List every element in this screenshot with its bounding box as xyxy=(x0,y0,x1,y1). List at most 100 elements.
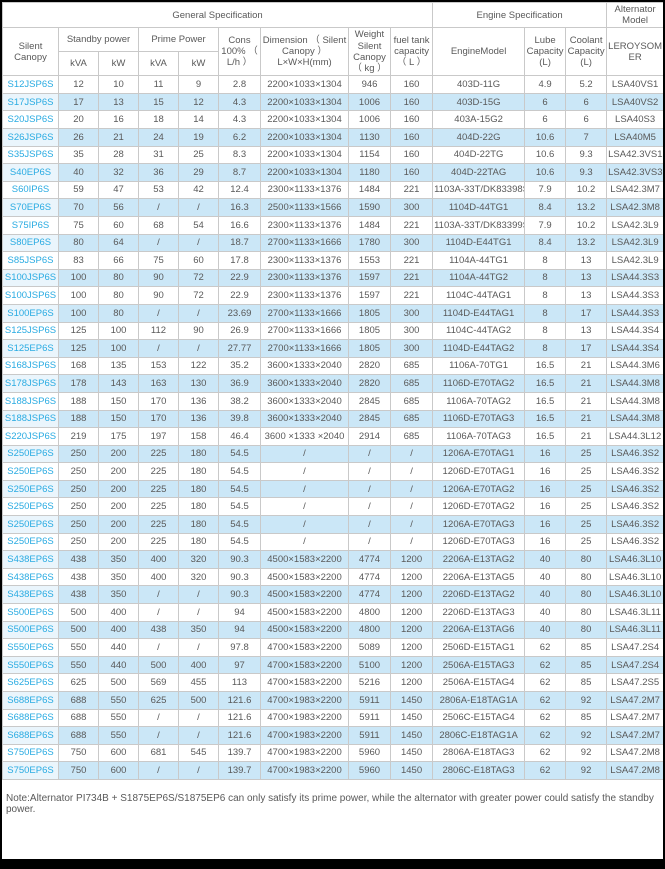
spec-cell: 26.9 xyxy=(218,321,261,341)
spec-cell: / xyxy=(389,462,434,481)
standby-kva-header: kVA xyxy=(58,51,99,77)
model-link[interactable]: S250EP6S xyxy=(2,532,59,552)
model-link[interactable]: S100JSP6S xyxy=(2,268,59,288)
spec-cell: 1104D-E44TAG1 xyxy=(432,303,526,323)
spec-cell: 550 xyxy=(58,638,99,657)
spec-cell: 1106A-70TAG3 xyxy=(432,427,526,446)
spec-cell: 1106D-E70TAG2 xyxy=(432,374,526,393)
spec-cell: 4700×1983×2200 xyxy=(260,726,349,745)
spec-cell: / xyxy=(138,198,179,217)
model-link[interactable]: S250EP6S xyxy=(2,479,59,499)
spec-cell: 170 xyxy=(138,409,179,429)
model-link[interactable]: S688EP6S xyxy=(2,708,59,728)
footnote: Note:Alternator PI734B + S1875EP6S/S1875… xyxy=(6,792,654,815)
model-link[interactable]: S60IP6S xyxy=(2,180,59,200)
model-link[interactable]: S250EP6S xyxy=(2,497,59,517)
spec-cell: 28 xyxy=(98,145,139,165)
spec-cell: 160 xyxy=(389,92,434,112)
spec-cell: 1450 xyxy=(389,726,434,745)
spec-cell: 1104A-44TG1 xyxy=(432,251,526,270)
model-link[interactable]: S40EP6S xyxy=(2,163,59,182)
model-link[interactable]: S688EP6S xyxy=(2,691,59,710)
model-link[interactable]: S500EP6S xyxy=(2,603,59,622)
spec-cell: 1200 xyxy=(389,638,434,657)
spec-cell: 13 xyxy=(565,251,608,270)
spec-cell: 2206A-E13TAG6 xyxy=(432,620,526,640)
spec-cell: 6 xyxy=(565,92,608,112)
model-link[interactable]: S438EP6S xyxy=(2,550,59,569)
model-link[interactable]: S100EP6S xyxy=(2,303,59,323)
spec-cell: 4800 xyxy=(348,620,391,640)
spec-cell: 60 xyxy=(98,215,139,235)
spec-cell: 13 xyxy=(565,268,608,288)
spec-cell: / xyxy=(348,444,391,464)
spec-cell: 35.2 xyxy=(218,356,261,376)
spec-cell: 250 xyxy=(58,444,99,464)
model-link[interactable]: S500EP6S xyxy=(2,620,59,640)
model-link[interactable]: S550EP6S xyxy=(2,655,59,675)
model-link[interactable]: S12JSP6S xyxy=(2,75,59,94)
spec-cell: 13 xyxy=(565,321,608,341)
spec-cell: 80 xyxy=(565,585,608,605)
spec-cell: 3600×1333×2040 xyxy=(260,374,349,393)
model-link[interactable]: S26JSP6S xyxy=(2,128,59,147)
model-link[interactable]: S100JSP6S xyxy=(2,286,59,305)
spec-cell: 180 xyxy=(178,532,219,552)
spec-cell: LSA46.3L10 xyxy=(606,585,663,605)
spec-cell: 100 xyxy=(98,339,139,358)
spec-cell: 29 xyxy=(178,163,219,182)
spec-cell: 4774 xyxy=(348,585,391,605)
model-link[interactable]: S688EP6S xyxy=(2,726,59,745)
spec-cell: 1780 xyxy=(348,233,391,253)
spec-cell: 125 xyxy=(58,339,99,358)
model-link[interactable]: S250EP6S xyxy=(2,444,59,464)
spec-cell: LSA40M5 xyxy=(606,128,663,147)
model-link[interactable]: S250EP6S xyxy=(2,515,59,534)
model-link[interactable]: S168JSP6S xyxy=(2,356,59,376)
spec-cell: 16.3 xyxy=(218,198,261,217)
spec-cell: LSA44.3M8 xyxy=(606,409,663,429)
spec-cell: 97.8 xyxy=(218,638,261,657)
spec-cell: 500 xyxy=(58,603,99,622)
model-link[interactable]: S220JSP6S xyxy=(2,427,59,446)
model-link[interactable]: S750EP6S xyxy=(2,761,59,780)
model-link[interactable]: S188JSP6S xyxy=(2,409,59,429)
spec-cell: 4800 xyxy=(348,603,391,622)
model-link[interactable]: S188JSP6S xyxy=(2,391,59,411)
model-link[interactable]: S125JSP6S xyxy=(2,321,59,341)
spec-cell: 1104C-44TAG2 xyxy=(432,321,526,341)
spec-cell: 40 xyxy=(58,163,99,182)
model-link[interactable]: S70EP6S xyxy=(2,198,59,217)
model-link[interactable]: S17JSP6S xyxy=(2,92,59,112)
table-row: S168JSP6S 168 135 153 122 35.2 3600×1333×2040 2… xyxy=(2,356,663,376)
spec-cell: LSA40S3 xyxy=(606,110,663,129)
model-link[interactable]: S85JSP6S xyxy=(2,251,59,270)
spec-cell: 4.9 xyxy=(524,75,567,94)
spec-cell: / xyxy=(348,532,391,552)
model-link[interactable]: S550EP6S xyxy=(2,638,59,657)
engine-specification-header: Engine Specification xyxy=(432,2,608,29)
model-link[interactable]: S178JSP6S xyxy=(2,374,59,393)
model-link[interactable]: S625EP6S xyxy=(2,673,59,692)
model-link[interactable]: S438EP6S xyxy=(2,585,59,605)
spec-cell: 225 xyxy=(138,479,179,499)
spec-cell: 21 xyxy=(98,128,139,147)
spec-cell: 7.9 xyxy=(524,180,567,200)
model-link[interactable]: S35JSP6S xyxy=(2,145,59,165)
model-link[interactable]: S250EP6S xyxy=(2,462,59,481)
model-link[interactable]: S125EP6S xyxy=(2,339,59,358)
model-link[interactable]: S750EP6S xyxy=(2,743,59,763)
spec-cell: 68 xyxy=(138,215,179,235)
spec-cell: 17 xyxy=(565,303,608,323)
model-link[interactable]: S80EP6S xyxy=(2,233,59,253)
model-link[interactable]: S75IP6S xyxy=(2,215,59,235)
spec-cell: 1106A-70TG1 xyxy=(432,356,526,376)
spec-cell: 200 xyxy=(98,462,139,481)
spec-cell: 14 xyxy=(178,110,219,129)
spec-cell: LSA47.2M7 xyxy=(606,691,663,710)
spec-cell: 5216 xyxy=(348,673,391,692)
spec-cell: 1597 xyxy=(348,268,391,288)
spec-cell: LSA47.2S4 xyxy=(606,638,663,657)
model-link[interactable]: S438EP6S xyxy=(2,567,59,587)
model-link[interactable]: S20JSP6S xyxy=(2,110,59,129)
